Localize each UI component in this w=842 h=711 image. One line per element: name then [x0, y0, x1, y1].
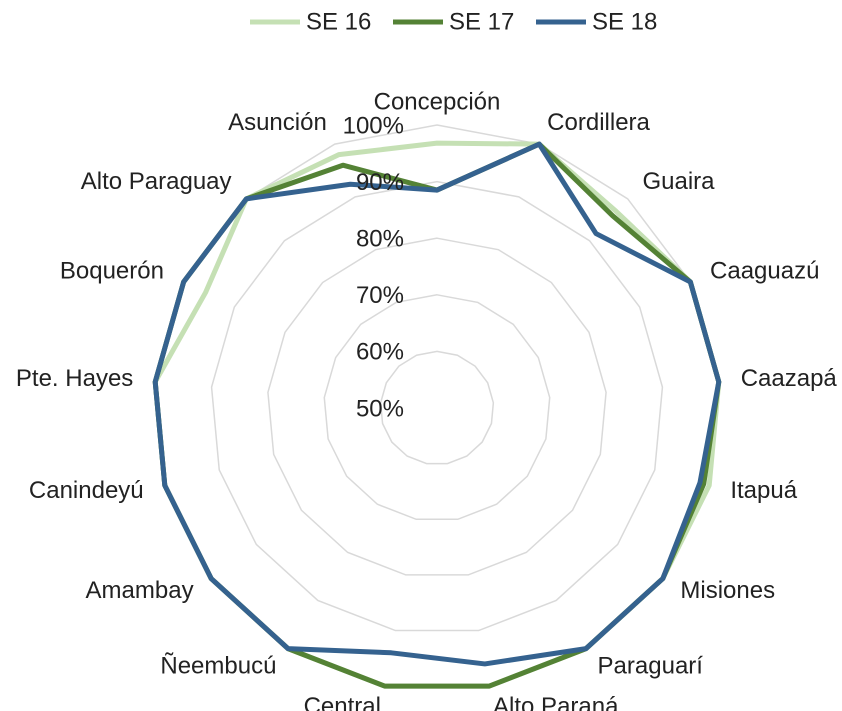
- tick-label: 70%: [356, 282, 404, 309]
- tick-label: 60%: [356, 339, 404, 366]
- category-label: Boquerón: [60, 257, 164, 284]
- category-label: Alto Paraguay: [81, 168, 232, 195]
- category-label: Cordillera: [547, 109, 650, 136]
- category-label: Itapuá: [730, 477, 797, 504]
- tick-label: 50%: [356, 395, 404, 422]
- grid-ring: [323, 294, 551, 521]
- tick-label: 100%: [343, 112, 404, 139]
- series-line: [152, 141, 722, 667]
- category-label: Concepción: [374, 88, 501, 115]
- grid-ring: [267, 237, 607, 576]
- category-label: Canindeyú: [29, 477, 144, 504]
- category-label: Caaguazú: [710, 257, 819, 284]
- category-label: Caazapá: [741, 365, 838, 392]
- category-label: Ñeembucú: [160, 653, 276, 680]
- tick-label: 80%: [356, 226, 404, 253]
- category-label: Misiones: [680, 577, 775, 604]
- grid-ring: [210, 180, 664, 632]
- legend-label: SE 16: [306, 8, 371, 35]
- legend-label: SE 18: [592, 8, 657, 35]
- legend-label: SE 17: [449, 8, 514, 35]
- category-label: Central: [304, 693, 381, 711]
- category-label: Amambay: [86, 577, 194, 604]
- tick-label: 90%: [356, 169, 404, 196]
- category-label: Guaira: [642, 168, 715, 195]
- grid-ring: [379, 350, 495, 465]
- category-label: Pte. Hayes: [16, 365, 133, 392]
- category-label: Paraguarí: [598, 653, 704, 680]
- category-label: Asunción: [228, 109, 327, 136]
- category-label: Alto Paraná: [493, 693, 619, 711]
